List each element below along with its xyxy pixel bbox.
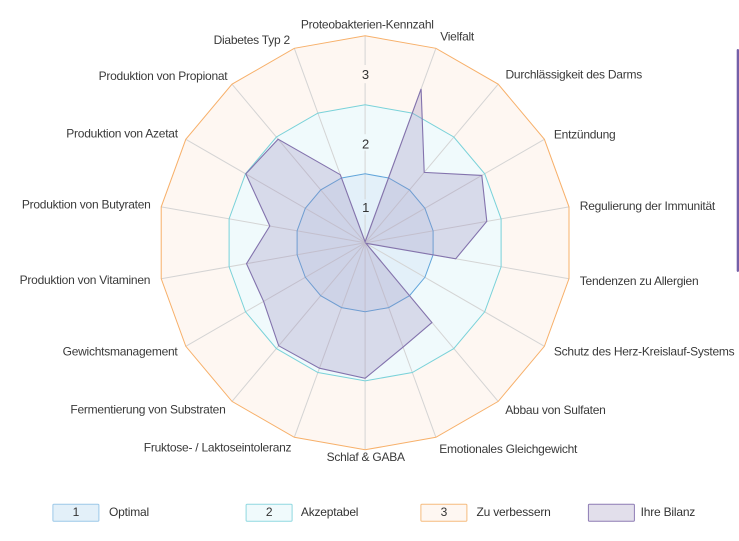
svg-text:3: 3 (362, 67, 369, 82)
svg-text:Optimal: Optimal (109, 505, 149, 519)
svg-text:Diabetes Typ 2: Diabetes Typ 2 (214, 33, 291, 47)
svg-text:Fruktose- / Laktoseintoleranz: Fruktose- / Laktoseintoleranz (144, 440, 292, 454)
svg-text:Zu verbessern: Zu verbessern (477, 505, 551, 519)
svg-text:1: 1 (362, 200, 369, 215)
svg-text:Gewichtsmanagement: Gewichtsmanagement (63, 345, 179, 359)
svg-text:Produktion von Vitaminen: Produktion von Vitaminen (20, 273, 151, 287)
svg-text:Ihre Bilanz: Ihre Bilanz (641, 505, 696, 519)
svg-text:Abbau von Sulfaten: Abbau von Sulfaten (505, 403, 605, 417)
svg-text:Schutz des Herz-Kreislauf-Syst: Schutz des Herz-Kreislauf-Systems (554, 345, 735, 359)
svg-text:2: 2 (362, 136, 369, 151)
svg-text:2: 2 (266, 505, 273, 519)
svg-text:Produktion von Butyraten: Produktion von Butyraten (22, 197, 151, 211)
svg-text:Vielfalt: Vielfalt (440, 30, 475, 44)
svg-text:Entzündung: Entzündung (554, 127, 616, 141)
svg-text:Fermentierung von Substraten: Fermentierung von Substraten (70, 402, 225, 416)
svg-text:Produktion von Azetat: Produktion von Azetat (66, 127, 178, 141)
svg-text:1: 1 (73, 505, 80, 519)
svg-text:Tendenzen zu Allergien: Tendenzen zu Allergien (580, 274, 699, 288)
svg-text:Akzeptabel: Akzeptabel (301, 505, 358, 519)
svg-text:Produktion von Propionat: Produktion von Propionat (99, 69, 229, 83)
svg-text:Schlaf & GABA: Schlaf & GABA (327, 450, 405, 464)
svg-text:Regulierung der Immunität: Regulierung der Immunität (580, 199, 716, 213)
svg-text:Durchlässigkeit des Darms: Durchlässigkeit des Darms (506, 67, 643, 81)
svg-text:Proteobakterien-Kennzahl: Proteobakterien-Kennzahl (301, 17, 434, 31)
svg-text:Emotionales Gleichgewicht: Emotionales Gleichgewicht (439, 442, 578, 456)
svg-text:3: 3 (441, 505, 448, 519)
